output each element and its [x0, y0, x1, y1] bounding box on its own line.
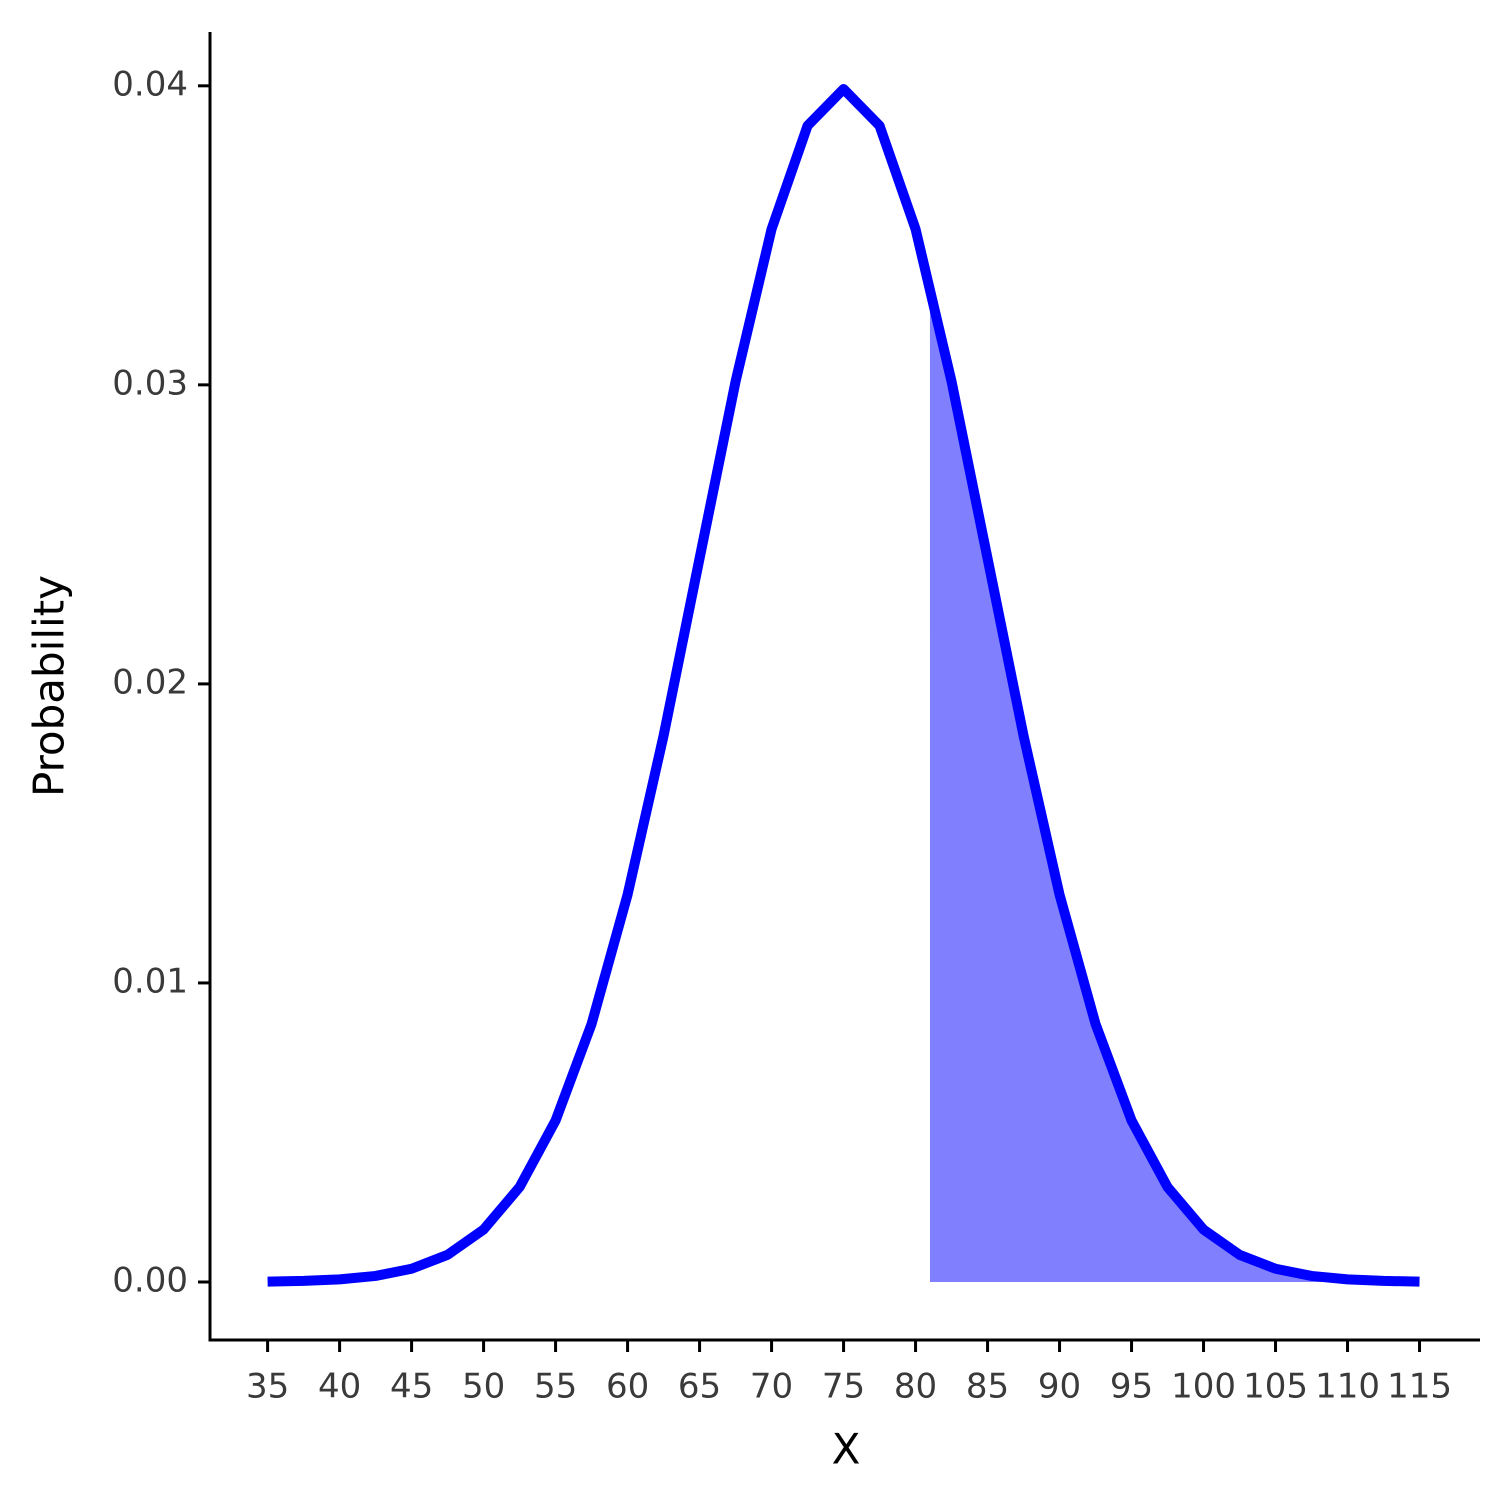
x-tick-label: 85 [966, 1367, 1009, 1407]
x-tick-label: 95 [1110, 1367, 1153, 1407]
x-tick-label: 40 [318, 1367, 361, 1407]
x-tick-label: 80 [894, 1367, 937, 1407]
x-tick-label: 110 [1315, 1367, 1380, 1407]
x-tick-label: 45 [390, 1367, 433, 1407]
y-tick-label: 0.03 [112, 363, 188, 403]
x-tick-label: 115 [1387, 1367, 1452, 1407]
y-tick-label: 0.01 [112, 961, 188, 1001]
x-axis-title: X [832, 1425, 861, 1474]
x-tick-label: 100 [1171, 1367, 1236, 1407]
x-tick-label: 70 [750, 1367, 793, 1407]
x-tick-label: 65 [678, 1367, 721, 1407]
shaded-area [929, 285, 1420, 1282]
y-tick-label: 0.02 [112, 662, 188, 702]
x-tick-label: 90 [1038, 1367, 1081, 1407]
x-tick-label: 60 [606, 1367, 649, 1407]
y-tick-label: 0.04 [112, 64, 188, 104]
x-tick-label: 50 [462, 1367, 505, 1407]
y-axis-title: Probability [25, 575, 74, 797]
x-tick-label: 35 [246, 1367, 289, 1407]
x-tick-label: 55 [534, 1367, 577, 1407]
y-tick-label: 0.00 [112, 1260, 188, 1300]
density-line [267, 84, 1420, 1287]
x-tick-label: 105 [1243, 1367, 1308, 1407]
x-tick-label: 75 [822, 1367, 865, 1407]
